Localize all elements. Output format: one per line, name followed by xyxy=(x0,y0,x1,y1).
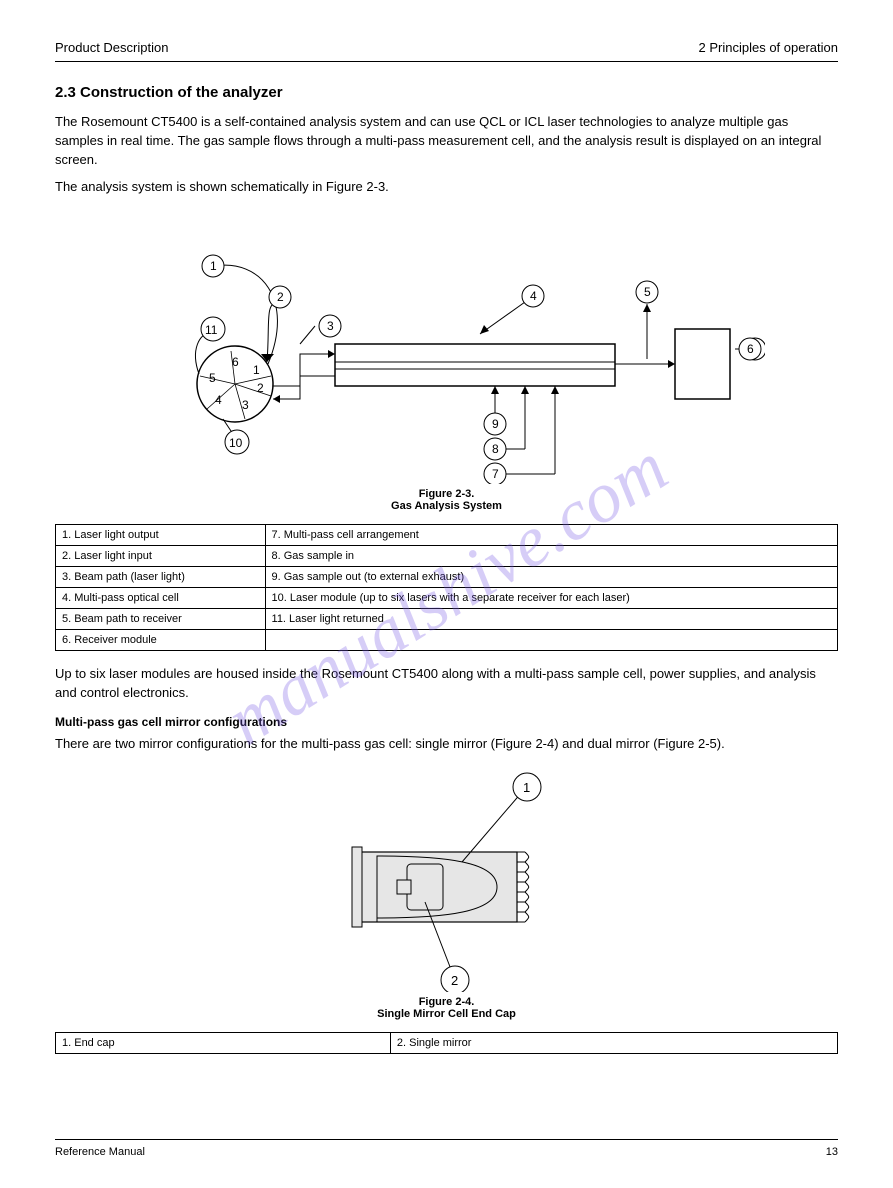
t1-c2: 9. Gas sample out (to external exhaust) xyxy=(265,567,837,588)
callout-2: 2 xyxy=(261,286,291,362)
fig2-callout-1: 1 xyxy=(462,773,541,862)
callout-5: 5 xyxy=(636,281,658,359)
svg-text:1: 1 xyxy=(210,259,217,273)
header-right: 2 Principles of operation xyxy=(699,40,838,55)
figure-1-caption: Gas Analysis System xyxy=(55,500,838,512)
laser-module: 1 2 3 4 5 6 xyxy=(197,346,273,422)
svg-text:6: 6 xyxy=(747,342,754,356)
t1-c2: 11. Laser light returned xyxy=(265,609,837,630)
page-footer: Reference Manual 13 xyxy=(55,1139,838,1158)
p4-heading: Multi-pass gas cell mirror configuration… xyxy=(55,715,838,729)
svg-text:11: 11 xyxy=(205,323,218,337)
header-left: Product Description xyxy=(55,40,168,55)
t1-c1: 2. Laser light input xyxy=(56,546,266,567)
cell-endcap-body xyxy=(352,847,529,927)
svg-text:2: 2 xyxy=(277,290,284,304)
t1-c2 xyxy=(265,630,837,651)
t1-c2: 8. Gas sample in xyxy=(265,546,837,567)
laser-num-3: 3 xyxy=(242,398,249,412)
p3: Up to six laser modules are housed insid… xyxy=(55,665,838,703)
callout-4: 4 xyxy=(480,285,544,334)
p4: There are two mirror configurations for … xyxy=(55,735,838,754)
figure-2-frame: 1 2 xyxy=(55,762,838,992)
footer-left: Reference Manual xyxy=(55,1146,145,1158)
figure-2-num: Figure 2-4. xyxy=(55,996,838,1008)
svg-text:4: 4 xyxy=(530,289,537,303)
t1-c1: 3. Beam path (laser light) xyxy=(56,567,266,588)
svg-text:2: 2 xyxy=(451,973,458,988)
page-header: Product Description 2 Principles of oper… xyxy=(55,40,838,62)
beam-path-3: 3 xyxy=(273,315,341,403)
svg-text:3: 3 xyxy=(327,319,334,333)
svg-text:10: 10 xyxy=(229,436,243,450)
multipass-cell xyxy=(335,344,615,386)
t1-c1: 1. Laser light output xyxy=(56,525,266,546)
t1-c2: 7. Multi-pass cell arrangement xyxy=(265,525,837,546)
t1-c1: 6. Receiver module xyxy=(56,630,266,651)
figure-1-frame: 1 2 3 4 5 6 1 2 xyxy=(55,204,838,484)
receiver-module xyxy=(675,329,730,399)
svg-text:7: 7 xyxy=(492,467,499,481)
t2-c2: 2. Single mirror xyxy=(390,1032,837,1053)
figure-2-caption: Single Mirror Cell End Cap xyxy=(55,1008,838,1020)
callout-10: 10 xyxy=(223,419,249,454)
ref-paragraph: The analysis system is shown schematical… xyxy=(55,178,838,197)
laser-num-4: 4 xyxy=(215,393,222,407)
figure-1-svg: 1 2 3 4 5 6 1 2 xyxy=(85,204,765,484)
svg-text:8: 8 xyxy=(492,442,499,456)
svg-text:9: 9 xyxy=(492,417,499,431)
beam-to-receiver xyxy=(615,360,675,368)
intro-paragraph: The Rosemount CT5400 is a self-contained… xyxy=(55,113,838,170)
laser-num-1: 1 xyxy=(253,363,260,377)
t1-c1: 4. Multi-pass optical cell xyxy=(56,588,266,609)
svg-text:5: 5 xyxy=(644,285,651,299)
callout-9: 9 xyxy=(484,386,506,435)
footer-right: 13 xyxy=(826,1146,838,1158)
figure-1-legend-table: 1. Laser light output7. Multi-pass cell … xyxy=(55,524,838,651)
figure-1-num: Figure 2-3. xyxy=(55,488,838,500)
figure-2-svg: 1 2 xyxy=(297,762,597,992)
section-heading: 2.3 Construction of the analyzer xyxy=(55,84,838,101)
svg-text:1: 1 xyxy=(523,780,530,795)
t1-c2: 10. Laser module (up to six lasers with … xyxy=(265,588,837,609)
callout-6: 6 xyxy=(735,338,765,360)
figure-2-legend-table: 1. End cap2. Single mirror xyxy=(55,1032,838,1054)
t1-c1: 5. Beam path to receiver xyxy=(56,609,266,630)
t2-c1: 1. End cap xyxy=(56,1032,391,1053)
